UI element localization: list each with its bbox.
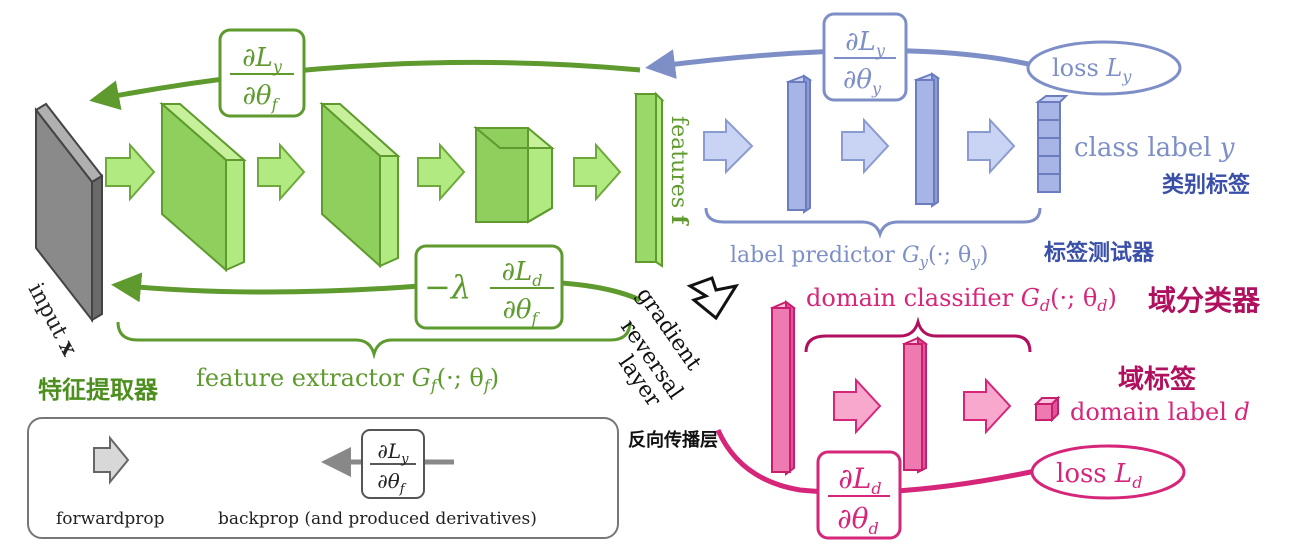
grad-box-y-f: ∂Ly ∂θf — [218, 28, 306, 118]
forward-arrow-icon — [573, 142, 622, 202]
legend-forward-arrow-icon — [93, 435, 130, 485]
feature-extractor-block-3 — [473, 125, 555, 224]
legend-forward-label: forwardprop — [56, 509, 165, 529]
forward-arrow-icon — [257, 142, 306, 202]
feature-extractor-block-1 — [159, 101, 247, 273]
loss-d-ellipse — [1030, 444, 1186, 500]
svg-text:∂Ld: ∂Ld — [838, 462, 881, 498]
class-label-zh: 类别标签 — [1162, 172, 1251, 198]
domain-label-cube — [1033, 395, 1061, 423]
forward-arrows-blue — [703, 117, 1016, 175]
domain-label-zh: 域标签 — [1118, 364, 1197, 395]
forward-arrows-green — [105, 142, 622, 202]
label-predictor-block-2 — [913, 72, 941, 208]
feature-extractor-label: feature extractor Gf(·; θf) — [196, 364, 499, 395]
feature-extractor-brace — [116, 321, 632, 360]
input-block — [34, 102, 104, 323]
features-label: features f — [666, 116, 692, 226]
class-label-vector — [1035, 95, 1069, 193]
backprop-arrow-green-top — [89, 59, 641, 110]
grad-box-y-y: ∂Ly ∂θy — [822, 12, 908, 102]
label-predictor-brace — [704, 207, 1042, 239]
loss-d-label: loss Ld — [1056, 459, 1142, 492]
label-predictor-block-1 — [785, 74, 813, 214]
svg-text:∂Ly: ∂Ly — [242, 43, 283, 76]
feature-extractor-zh: 特征提取器 — [38, 376, 159, 404]
svg-text:∂Ly: ∂Ly — [378, 439, 410, 467]
features-vector — [633, 91, 665, 268]
legend-grad-box: ∂Ly ∂θf — [361, 429, 425, 499]
domain-classifier-block-1 — [770, 300, 796, 476]
feature-extractor-block-2 — [319, 101, 401, 269]
domain-classifier-label: domain classifier Gd(·; θd) — [806, 284, 1117, 315]
svg-text:−λ: −λ — [424, 268, 471, 306]
domain-classifier-brace — [804, 316, 1032, 353]
forward-arrow-icon — [963, 377, 1012, 435]
svg-text:∂Ld: ∂Ld — [502, 257, 543, 290]
label-predictor-zh: 标签测试器 — [1044, 240, 1155, 266]
svg-text:∂θf: ∂θf — [502, 295, 540, 328]
class-label: class label y — [1074, 133, 1235, 163]
legend: forwardprop ∂Ly ∂θf backprop (and produc… — [27, 417, 619, 539]
loss-y-ellipse — [1026, 40, 1182, 96]
svg-text:∂θf: ∂θf — [242, 81, 280, 114]
domain-classifier-block-2 — [902, 336, 928, 474]
grad-box-d-d: ∂Ld ∂θd — [816, 450, 902, 540]
reverse-prop-zh: 反向传播层 — [628, 429, 718, 451]
backprop-arrow-green-bottom — [111, 272, 642, 303]
label-predictor-label: label predictor Gy(·; θy) — [730, 243, 988, 271]
grad-box-d-f: −λ ∂Ld ∂θf — [414, 244, 564, 330]
forward-arrow-icon — [105, 142, 156, 202]
forward-arrow-icon — [703, 117, 754, 175]
svg-text:∂θd: ∂θd — [837, 502, 879, 538]
forward-arrow-icon — [417, 142, 466, 202]
loss-y-label: loss Ly — [1052, 54, 1132, 86]
legend-backprop-label: backprop (and produced derivatives) — [218, 509, 537, 529]
forward-arrows-pink — [833, 377, 1012, 435]
svg-text:∂Ly: ∂Ly — [845, 27, 886, 60]
forward-arrow-icon — [967, 117, 1016, 175]
forward-arrow-icon — [841, 117, 890, 175]
svg-text:∂θy: ∂θy — [843, 65, 882, 98]
domain-label: domain label d — [1070, 398, 1250, 426]
svg-text:∂θf: ∂θf — [377, 469, 406, 497]
domain-classifier-zh: 域分类器 — [1148, 284, 1261, 317]
gradient-reversal-arrow-icon — [686, 276, 740, 321]
forward-arrow-icon — [833, 377, 882, 435]
